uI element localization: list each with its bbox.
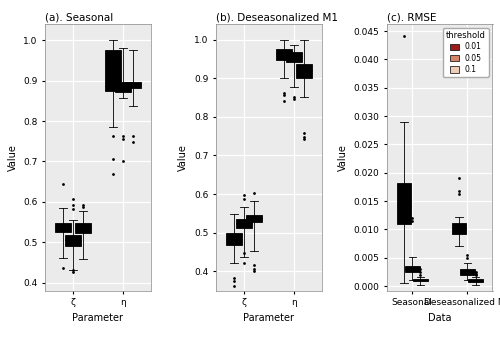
PathPatch shape: [276, 48, 292, 60]
PathPatch shape: [125, 82, 141, 88]
PathPatch shape: [246, 215, 262, 222]
Text: (b). Deseasonalized M1: (b). Deseasonalized M1: [216, 12, 338, 22]
PathPatch shape: [396, 183, 411, 224]
PathPatch shape: [64, 235, 80, 246]
Y-axis label: Value: Value: [338, 144, 348, 171]
PathPatch shape: [413, 279, 428, 281]
PathPatch shape: [226, 234, 242, 245]
Text: (a). Seasonal: (a). Seasonal: [45, 12, 113, 22]
PathPatch shape: [296, 64, 312, 78]
PathPatch shape: [236, 219, 252, 228]
PathPatch shape: [115, 82, 131, 92]
X-axis label: Data: Data: [428, 313, 452, 323]
Legend: 0.01, 0.05, 0.1: 0.01, 0.05, 0.1: [442, 28, 488, 77]
PathPatch shape: [54, 223, 70, 232]
PathPatch shape: [405, 266, 419, 272]
PathPatch shape: [105, 51, 121, 91]
X-axis label: Parameter: Parameter: [243, 313, 294, 323]
Y-axis label: Value: Value: [178, 144, 188, 171]
PathPatch shape: [286, 52, 302, 62]
PathPatch shape: [74, 223, 90, 233]
Y-axis label: Value: Value: [8, 144, 18, 171]
PathPatch shape: [452, 222, 466, 234]
Text: (c). RMSE: (c). RMSE: [387, 12, 436, 22]
PathPatch shape: [468, 279, 483, 282]
X-axis label: Parameter: Parameter: [72, 313, 124, 323]
PathPatch shape: [460, 269, 474, 275]
